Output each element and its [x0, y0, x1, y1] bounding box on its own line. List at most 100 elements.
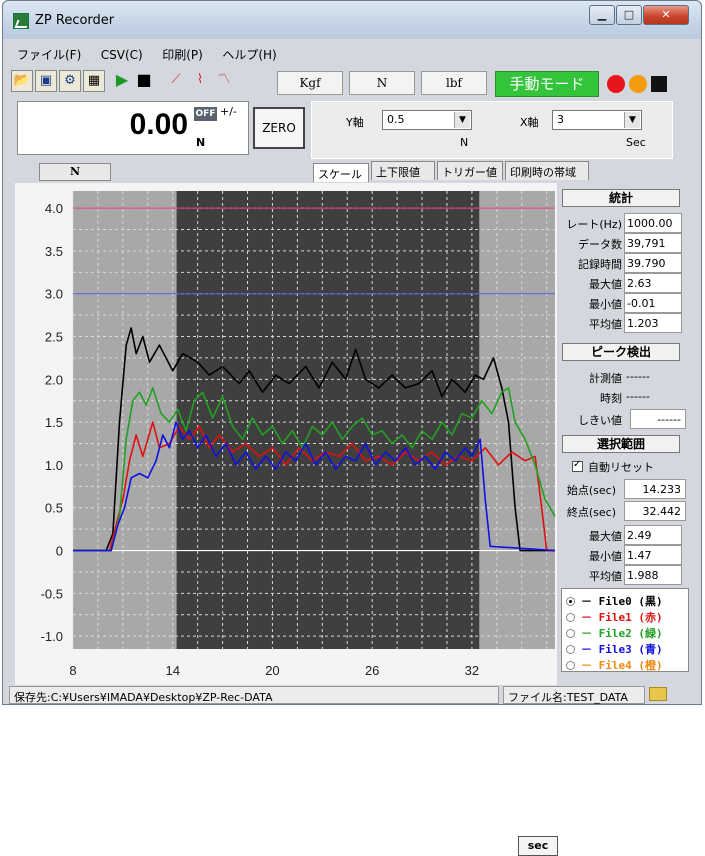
file-radio-item[interactable]: － File4 (橙)	[566, 657, 663, 672]
save-path: 保存先:C:¥Users¥IMADA¥Desktop¥ZP-Rec-DATA	[9, 686, 499, 704]
peak-time-row: 時刻 ------	[558, 387, 682, 407]
menu-print[interactable]: 印刷(P)	[162, 48, 203, 62]
start-button[interactable]: ▶	[111, 70, 133, 92]
stat-value: 1.203	[624, 313, 682, 333]
x-unit-button[interactable]: sec	[518, 836, 558, 856]
auto-reset-row[interactable]: 自動リセット	[572, 459, 682, 479]
stop-button[interactable]: ■	[133, 70, 155, 92]
status-bar: 保存先:C:¥Users¥IMADA¥Desktop¥ZP-Rec-DATA フ…	[9, 686, 695, 704]
stat-value: 2.63	[624, 273, 682, 293]
x-axis-select[interactable]: 3 ▼	[552, 110, 642, 130]
x-tick-label: 8	[69, 663, 76, 678]
chevron-down-icon[interactable]: ▼	[454, 112, 470, 128]
peak-graph-icon: ⌇	[196, 72, 204, 87]
file-radio-item[interactable]: － File3 (青)	[566, 641, 663, 656]
radio-button[interactable]	[566, 645, 575, 654]
tab-trigger[interactable]: トリガー値	[437, 161, 503, 180]
y-tick-label: 2.0	[45, 372, 63, 387]
start-row: 始点(sec) 14.233	[558, 479, 686, 499]
stat-value: 39,791	[624, 233, 682, 253]
graph-mode-2-button[interactable]: ⌇	[189, 70, 211, 92]
sign-toggle[interactable]: +/-	[220, 105, 237, 118]
radio-button[interactable]	[566, 613, 575, 622]
selection-stat-label: 平均値	[589, 570, 622, 583]
y-tick-label: 3.5	[45, 244, 63, 259]
close-button[interactable]: ✕	[643, 5, 689, 25]
trend-graph-icon: 〽	[217, 72, 231, 87]
y-unit-badge: N	[39, 163, 111, 181]
stat-value: -0.01	[624, 293, 682, 313]
file-radio-item[interactable]: － File0 (黒)	[566, 593, 663, 608]
stat-row: 最大値 2.63	[558, 273, 682, 293]
peak-time-label: 時刻	[600, 392, 622, 405]
red-record-button[interactable]	[607, 75, 625, 93]
tab-print-band[interactable]: 印刷時の帯域	[505, 161, 589, 180]
save-button[interactable]: ▣	[35, 70, 57, 92]
radio-button[interactable]	[566, 661, 575, 670]
peak-header: ピーク検出	[562, 343, 680, 361]
auto-reset-checkbox[interactable]	[572, 459, 583, 472]
menu-help[interactable]: ヘルプ(H)	[222, 48, 277, 62]
manual-mode-button[interactable]: 手動モード	[495, 71, 599, 97]
file-radio-item[interactable]: － File2 (緑)	[566, 625, 663, 640]
selection-stat-row: 平均値 1.988	[558, 565, 682, 585]
force-readout: 0.00 OFF +/- N	[17, 101, 249, 155]
stat-value: 39.790	[624, 253, 682, 273]
file-label: － File4 (橙)	[581, 659, 663, 672]
folder-icon[interactable]	[649, 687, 667, 701]
graph-mode-1-button[interactable]: ⟋	[165, 70, 187, 92]
y-tick-label: -1.0	[41, 629, 63, 644]
x-axis-label: X軸	[520, 116, 539, 129]
title-bar[interactable]: ZP Recorder ▁ □ ✕	[3, 1, 701, 39]
auto-reset-label: 自動リセット	[588, 461, 654, 474]
selection-stat-row: 最小値 1.47	[558, 545, 682, 565]
menu-csv[interactable]: CSV(C)	[100, 48, 143, 62]
stat-label: 最小値	[589, 298, 622, 311]
stats-header: 統計	[562, 189, 680, 207]
selection-stat-value: 1.47	[624, 545, 682, 565]
open-folder-button[interactable]: 📂	[11, 70, 33, 92]
selection-stat-value: 2.49	[624, 525, 682, 545]
file-label: － File2 (緑)	[581, 627, 663, 640]
unit-n-button[interactable]: N	[349, 71, 415, 95]
peak-measure-row: 計測値 ------	[558, 367, 682, 387]
y-tick-label: 1.5	[45, 415, 63, 430]
minimize-button[interactable]: ▁	[589, 5, 615, 25]
table-button[interactable]: ▦	[83, 70, 105, 92]
file-list: － File0 (黒) － File1 (赤) － File2 (緑) － File3…	[561, 588, 689, 672]
stat-value: 1000.00	[624, 213, 682, 233]
tab-limits[interactable]: 上下限値	[371, 161, 435, 180]
zero-button[interactable]: ZERO	[253, 107, 305, 149]
graph-area[interactable]: 4.0 3.5 3.0 2.5 2.0 1.5 1.0 0.5 0 -0.5 -1.0 8 14 20 26…	[15, 183, 558, 856]
maximize-button[interactable]: □	[616, 5, 642, 25]
black-stop-button[interactable]	[651, 76, 667, 92]
start-input[interactable]: 14.233	[624, 479, 686, 499]
radio-button[interactable]	[566, 597, 575, 606]
y-axis-value: 0.5	[387, 113, 405, 126]
end-input[interactable]: 32.442	[624, 501, 686, 521]
settings-button[interactable]: ⚙	[59, 70, 81, 92]
y-axis-select[interactable]: 0.5 ▼	[382, 110, 472, 130]
series-line	[73, 387, 556, 552]
window-title: ZP Recorder	[35, 13, 115, 28]
file-radio-item[interactable]: － File1 (赤)	[566, 609, 663, 624]
off-badge[interactable]: OFF	[194, 107, 217, 121]
tab-scale[interactable]: スケール	[313, 163, 369, 182]
graph-mode-3-button[interactable]: 〽	[213, 70, 235, 92]
menu-file[interactable]: ファイル(F)	[17, 48, 82, 62]
unit-lbf-button[interactable]: lbf	[421, 71, 487, 95]
radio-button[interactable]	[566, 629, 575, 638]
chevron-down-icon[interactable]: ▼	[624, 112, 640, 128]
file-label: － File1 (赤)	[581, 611, 663, 624]
stat-row: レート(Hz) 1000.00	[558, 213, 682, 233]
threshold-input[interactable]: ------	[630, 409, 686, 429]
orange-record-button[interactable]	[629, 75, 647, 93]
stat-label: データ数	[578, 238, 622, 251]
y-axis-label: Y軸	[346, 116, 364, 129]
force-chart[interactable]: 4.0 3.5 3.0 2.5 2.0 1.5 1.0 0.5 0 -0.5 -1.0 8 14 20 26…	[15, 183, 557, 685]
unit-kgf-button[interactable]: Kgf	[277, 71, 343, 95]
side-panel: 統計 レート(Hz) 1000.00 データ数 39,791 記録時間 39.790 最大値…	[558, 187, 690, 683]
y-tick-label: 4.0	[45, 201, 63, 216]
readout-unit: N	[196, 136, 206, 149]
